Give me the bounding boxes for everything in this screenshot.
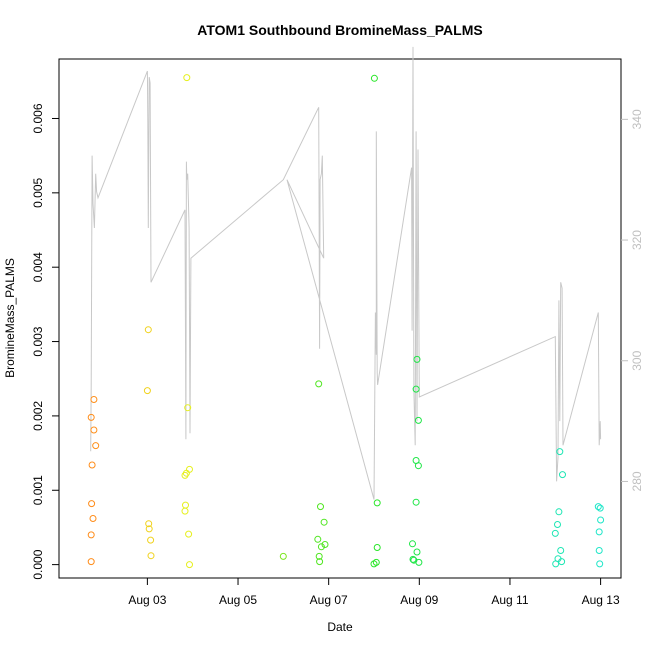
y-tick-label: 0.001 xyxy=(31,475,45,505)
right-y-tick-label: 340 xyxy=(630,109,644,129)
x-axis-label: Date xyxy=(327,620,353,634)
data-point xyxy=(87,558,95,566)
x-tick-label: Aug 11 xyxy=(491,593,528,607)
right-y-axis: 280 300 320 340 xyxy=(621,109,644,491)
plot-frame xyxy=(58,58,622,579)
data-point xyxy=(412,385,420,393)
y-tick-label: 0.005 xyxy=(31,177,45,207)
points-layer xyxy=(87,74,605,569)
data-point xyxy=(320,518,328,526)
data-point xyxy=(184,404,192,412)
data-point xyxy=(279,552,287,560)
data-point xyxy=(87,531,95,539)
data-point xyxy=(554,521,561,528)
data-point xyxy=(414,462,422,470)
right-y-tick-label: 280 xyxy=(630,471,644,491)
data-point xyxy=(596,560,604,568)
data-point xyxy=(92,442,100,450)
x-tick-label: Aug 03 xyxy=(128,593,166,607)
data-point xyxy=(147,552,155,560)
data-point xyxy=(413,355,421,363)
data-point xyxy=(415,558,423,566)
data-point xyxy=(315,552,323,560)
y-tick-label: 0.003 xyxy=(31,326,45,356)
data-point xyxy=(414,416,422,424)
data-point xyxy=(373,544,381,551)
line-series-layer xyxy=(90,46,602,500)
data-point xyxy=(558,558,566,566)
data-point xyxy=(597,516,605,524)
data-point xyxy=(90,426,98,434)
data-point xyxy=(373,499,381,507)
data-point xyxy=(143,387,151,395)
line-series xyxy=(90,46,602,500)
right-y-tick-label: 320 xyxy=(630,230,644,250)
data-point xyxy=(551,529,559,537)
chart-title: ATOM1 Southbound BromineMass_PALMS xyxy=(197,22,482,38)
x-tick-label: Aug 05 xyxy=(219,593,257,607)
data-point xyxy=(594,503,602,511)
data-point xyxy=(87,413,95,421)
x-tick-label: Aug 13 xyxy=(582,593,620,607)
data-point xyxy=(147,536,155,544)
data-point xyxy=(316,558,324,566)
data-point xyxy=(315,380,323,388)
data-point xyxy=(556,448,564,456)
data-point xyxy=(145,525,153,533)
data-point xyxy=(144,326,152,334)
data-point xyxy=(186,561,193,569)
data-point xyxy=(409,555,417,563)
data-point xyxy=(557,547,565,554)
data-point xyxy=(186,465,193,473)
x-axis: Aug 03 Aug 05 Aug 07 Aug 09 Aug 11 Aug 13 xyxy=(128,578,620,607)
data-point xyxy=(317,543,325,551)
data-point xyxy=(88,461,96,469)
data-point xyxy=(413,548,421,556)
y-tick-label: 0.002 xyxy=(31,401,45,431)
data-point xyxy=(412,498,420,506)
data-point xyxy=(596,504,604,512)
data-point xyxy=(559,471,566,479)
y-axis-label: BromineMass_PALMS xyxy=(3,258,17,378)
data-point xyxy=(372,558,380,566)
data-point xyxy=(409,540,416,548)
data-point xyxy=(595,547,603,554)
data-point xyxy=(88,500,96,508)
data-point xyxy=(555,508,563,516)
data-point xyxy=(181,507,189,515)
data-point xyxy=(90,396,98,403)
x-tick-label: Aug 09 xyxy=(400,593,438,607)
data-point xyxy=(89,515,97,522)
data-point xyxy=(314,535,322,543)
y-axis: 0.000 0.001 0.002 0.003 0.004 0.005 0.006 xyxy=(31,103,59,580)
y-tick-label: 0.004 xyxy=(31,252,45,282)
data-point xyxy=(185,530,193,538)
data-point xyxy=(183,74,191,82)
data-point xyxy=(370,74,378,82)
y-tick-label: 0.000 xyxy=(31,549,45,579)
data-point xyxy=(321,541,329,548)
data-point xyxy=(317,503,324,511)
data-point xyxy=(595,528,603,536)
x-tick-label: Aug 07 xyxy=(310,593,348,607)
y-tick-label: 0.006 xyxy=(31,103,45,133)
data-point xyxy=(145,520,153,528)
right-y-tick-label: 300 xyxy=(630,350,644,370)
